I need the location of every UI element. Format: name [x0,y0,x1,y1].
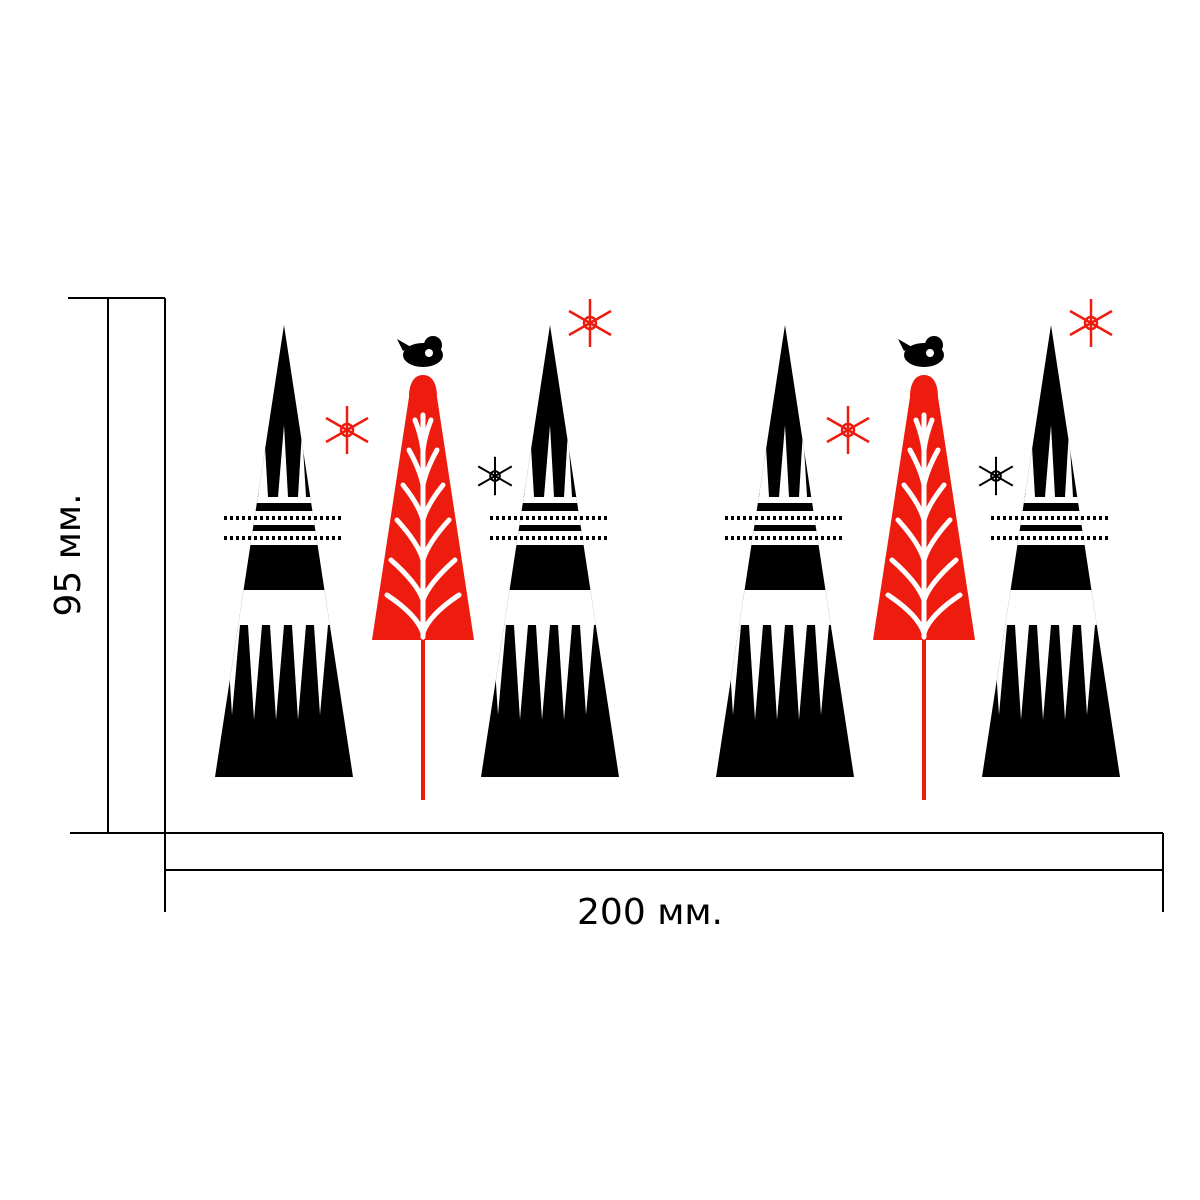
height-label: 95 мм. [48,493,89,616]
width-label: 200 мм. [577,892,723,933]
dimension-lines [68,297,1164,912]
artwork [214,299,1121,800]
